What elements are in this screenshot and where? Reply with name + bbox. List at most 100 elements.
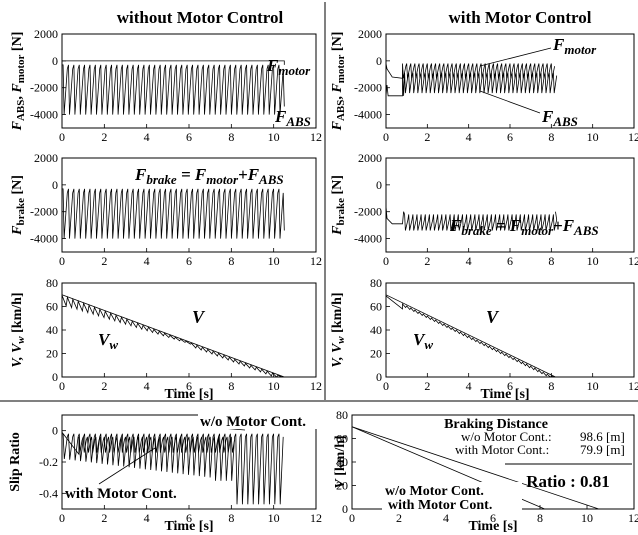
axes-frame [61, 282, 317, 378]
x-tick-label: 6 [490, 511, 496, 525]
x-tick-label: 2 [424, 379, 430, 393]
ylabel-speed-right: V, Vw [km/h] [330, 292, 347, 367]
x-tick-label: 10 [268, 130, 280, 144]
ylabel-force-left: FABS, Fmotor [N] [10, 32, 27, 132]
x-tick-label: 8 [228, 379, 234, 393]
x-tick-label: 12 [628, 130, 638, 144]
y-tick-label: -0.2 [39, 455, 58, 469]
y-tick-label: 20 [46, 347, 58, 361]
header-right: with Motor Control [449, 8, 592, 27]
label-bg [382, 482, 522, 510]
x-tick-label: 0 [383, 130, 389, 144]
label-bg [198, 412, 334, 429]
y-tick-label: 80 [336, 408, 348, 422]
y-tick-label: 40 [336, 455, 348, 469]
x-tick-label: 6 [507, 379, 513, 393]
braking-line2-label: with Motor Cont.: [455, 442, 549, 457]
label-f-abs: FABS [274, 107, 311, 129]
braking-distance-box: Braking Distance w/o Motor Cont.: 98.6 [… [444, 417, 632, 491]
trace-f-abs-without [62, 64, 285, 115]
ylabel-brake-left: Fbrake [N] [10, 175, 27, 236]
trace-vw-without [61, 295, 285, 378]
y-tick-label: 0 [342, 502, 348, 516]
trace-f-motor-with [385, 63, 555, 79]
x-tick-label: 2 [396, 511, 402, 525]
x-tick-label: 2 [101, 511, 107, 525]
x-tick-label: 6 [507, 254, 513, 268]
panel-speed-with: 0 2 4 6 8 10 12 80 60 40 20 0 V Vw Time [s] [370, 276, 638, 402]
x-tick-label: 10 [268, 511, 280, 525]
y-tick-label: -2000 [30, 205, 58, 219]
panel-slip: 0 2 4 6 8 10 12 0 -0.2 -0.4 w/o Motor Cont. with … [39, 412, 334, 534]
panel-speed-without: 0 2 4 6 8 10 12 80 60 40 20 0 V Vw Time [s] [46, 276, 322, 402]
ylabel-speed-left: V, Vw [km/h] [10, 292, 27, 367]
trace-v-wo [351, 426, 599, 510]
x-tick-label: 12 [628, 254, 638, 268]
x-tick-label: 4 [144, 379, 150, 393]
braking-line1-label: w/o Motor Cont.: [461, 429, 552, 444]
label-with-motor-cont-2: with Motor Cont. [388, 498, 492, 513]
trace-vw-with [385, 295, 556, 378]
x-tick-label: 12 [310, 511, 322, 525]
ylabel-slip: Slip Ratio [8, 432, 23, 492]
label-vw: Vw [98, 330, 118, 352]
axes-frame [385, 157, 635, 253]
panel-brake-with: 0 2 4 6 8 10 12 2000 0 -2000 -4000 Fbrake = Fmotor… [354, 151, 638, 268]
x-tick-label: 2 [424, 254, 430, 268]
y-tick-label: -2000 [354, 205, 382, 219]
x-tick-label: 2 [424, 130, 430, 144]
equation-brake-with: Fbrake = Fmotor+FABS [449, 216, 599, 238]
y-tick-label: 80 [370, 276, 382, 290]
panel-brake-without: 0 2 4 6 8 10 12 2000 0 -2000 -4000 Fbrake = Fmotor… [30, 151, 322, 268]
braking-line2-value: 79.9 [m] [580, 442, 625, 457]
axes-frame [385, 33, 635, 129]
trace-f-motor-without [62, 60, 285, 65]
header-left: without Motor Control [117, 8, 284, 27]
axes-frame [61, 157, 317, 253]
axes-frame [61, 33, 317, 129]
x-tick-label: 0 [59, 379, 65, 393]
xlabel-time: Time [s] [164, 387, 213, 402]
x-tick-label: 12 [310, 130, 322, 144]
y-tick-label: 80 [46, 276, 58, 290]
y-tick-label: 40 [370, 323, 382, 337]
ylabel-force-right: FABS, Fmotor [N] [330, 32, 347, 132]
x-tick-label: 12 [310, 254, 322, 268]
y-tick-label: 0 [52, 370, 58, 384]
x-tick-label: 6 [186, 511, 192, 525]
y-tick-label: 0 [376, 178, 382, 192]
x-tick-label: 4 [466, 130, 472, 144]
x-tick-label: 10 [268, 254, 280, 268]
ylabel-brake-right: Fbrake [N] [330, 175, 347, 236]
x-tick-label: 8 [548, 379, 554, 393]
panel-speed-compare: 0 2 4 6 8 10 12 80 60 40 20 0 w/o Motor Cont. with … [336, 408, 638, 534]
arrow-f-abs [479, 90, 541, 114]
y-tick-label: -2000 [30, 81, 58, 95]
x-tick-label: 6 [186, 254, 192, 268]
x-tick-label: 8 [228, 511, 234, 525]
trace-f-brake-without [62, 188, 285, 239]
label-v: V [192, 307, 206, 327]
y-tick-label: 0 [52, 54, 58, 68]
y-tick-label: 60 [370, 300, 382, 314]
x-tick-label: 0 [59, 511, 65, 525]
y-tick-label: 20 [336, 479, 348, 493]
x-tick-label: 6 [186, 379, 192, 393]
trace-f-brake-with [385, 206, 558, 231]
x-tick-label: 8 [537, 511, 543, 525]
x-tick-label: 2 [101, 254, 107, 268]
x-tick-label: 0 [349, 511, 355, 525]
y-tick-label: 60 [336, 432, 348, 446]
ylabel-v: V [km/h] [333, 435, 348, 488]
label-v-with: V [486, 307, 500, 327]
y-tick-label: 2000 [358, 27, 382, 41]
x-tick-label: 4 [466, 254, 472, 268]
x-tick-label: 4 [443, 511, 449, 525]
x-tick-label: 4 [466, 379, 472, 393]
y-tick-label: 0 [376, 370, 382, 384]
label-f-abs-with: FABS [541, 107, 578, 129]
x-tick-label: 8 [548, 130, 554, 144]
label-f-motor-with: Fmotor [552, 35, 597, 57]
x-tick-label: 10 [587, 254, 599, 268]
